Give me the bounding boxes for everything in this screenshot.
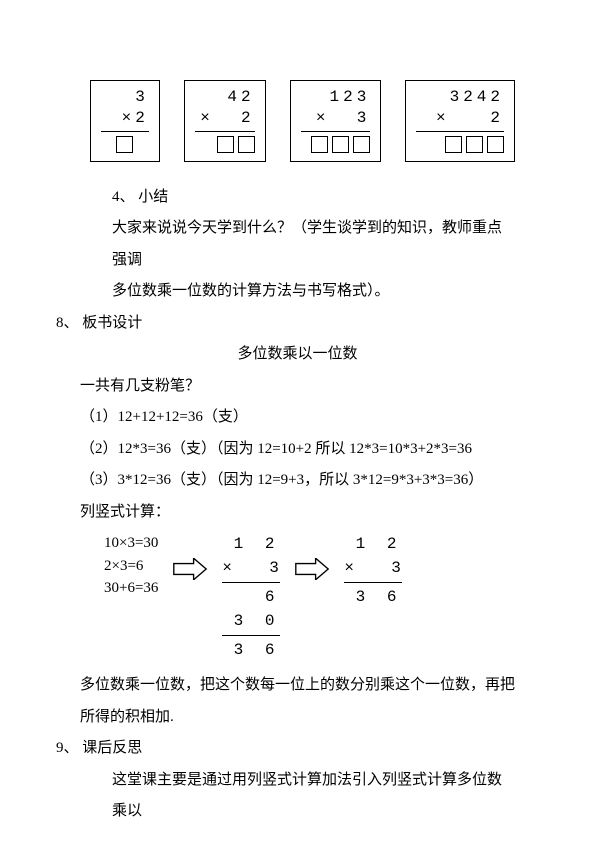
card-mult: ×2 (101, 108, 149, 129)
section-8-label: 8、 板书设计 (56, 308, 515, 340)
card-boxes (301, 136, 371, 153)
conclusion-1: 多位数乘一位数，把这个数每一位上的数分别乘这个一位数，再把 (80, 670, 515, 702)
card-boxes (101, 136, 149, 153)
section-9-label: 9、 课后反思 (56, 733, 515, 765)
section-4-p1: 大家来说说今天学到什么？（学生谈学到的知识，教师重点强调 (80, 213, 515, 276)
vc-left-r2: 2×3=6 (104, 555, 158, 578)
method-3: （3）3*12=36（支）（因为 12=9+3，所以 3*12=9*3+3*3=… (80, 465, 515, 497)
card-mult: × 2 (416, 108, 504, 129)
card-boxes (195, 136, 255, 153)
answer-box (311, 136, 328, 153)
vc-left-r3: 30+6=36 (104, 577, 158, 600)
card-rule (416, 131, 504, 132)
method-1: （1）12+12+12=36（支） (80, 402, 515, 434)
card-rule (301, 131, 371, 132)
card-mult: × 3 (301, 108, 371, 129)
card-rule (101, 131, 149, 132)
mult-card-4: 3242 × 2 (405, 80, 515, 162)
vc-right-r2: × 3 (344, 556, 402, 580)
section-9-p1: 这堂课主要是通过用列竖式计算加法引入列竖式计算多位数乘以 (80, 765, 515, 828)
card-boxes (416, 136, 504, 153)
card-top: 42 (195, 87, 255, 108)
mult-card-2: 42 × 2 (184, 80, 266, 162)
vc-right-r1: 1 2 (344, 532, 402, 556)
vertical-label: 列竖式计算： (80, 497, 515, 529)
answer-box (116, 136, 133, 153)
vc-rule (222, 582, 280, 583)
vc-rule (222, 635, 280, 636)
vc-right: 1 2 × 3 3 6 (344, 532, 402, 609)
answer-box (217, 136, 234, 153)
answer-box (238, 136, 255, 153)
card-top: 123 (301, 87, 371, 108)
answer-box (445, 136, 462, 153)
answer-box (332, 136, 349, 153)
vc-mid-r1: 1 2 (222, 532, 280, 556)
mult-card-1: 3 ×2 (90, 80, 160, 162)
answer-box (466, 136, 483, 153)
vc-left-r1: 10×3=30 (104, 532, 158, 555)
vc-left: 10×3=30 2×3=6 30+6=36 (104, 532, 158, 600)
vertical-calc-diagram: 10×3=30 2×3=6 30+6=36 1 2 × 3 6 3 0 3 6 … (104, 532, 515, 662)
vc-mid: 1 2 × 3 6 3 0 3 6 (222, 532, 280, 662)
card-rule (195, 131, 255, 132)
card-top: 3242 (416, 87, 504, 108)
card-top: 3 (101, 87, 149, 108)
section-8-q: 一共有几支粉笔？ (80, 371, 515, 403)
vc-mid-r4: 3 0 (222, 609, 280, 633)
card-mult: × 2 (195, 108, 255, 129)
answer-box (487, 136, 504, 153)
vc-mid-r2: × 3 (222, 556, 280, 580)
vc-mid-r5: 3 6 (222, 638, 280, 662)
vc-right-r3: 3 6 (344, 585, 402, 609)
arrow-right-icon (294, 558, 330, 580)
page: 3 ×2 42 × 2 123 × 3 (0, 0, 595, 842)
vc-rule (344, 582, 402, 583)
conclusion-2: 所得的积相加. (80, 702, 515, 734)
method-2: （2）12*3=36（支）（因为 12=10+2 所以 12*3=10*3+2*… (80, 434, 515, 466)
mult-cards-row: 3 ×2 42 × 2 123 × 3 (90, 80, 515, 162)
section-4-label: 4、 小结 (80, 182, 515, 214)
mult-card-3: 123 × 3 (290, 80, 382, 162)
vc-mid-r3: 6 (222, 585, 280, 609)
arrow-right-icon (172, 558, 208, 580)
answer-box (353, 136, 370, 153)
section-8-title: 多位数乘以一位数 (80, 339, 515, 371)
section-4-p2: 多位数乘一位数的计算方法与书写格式）。 (80, 276, 515, 308)
